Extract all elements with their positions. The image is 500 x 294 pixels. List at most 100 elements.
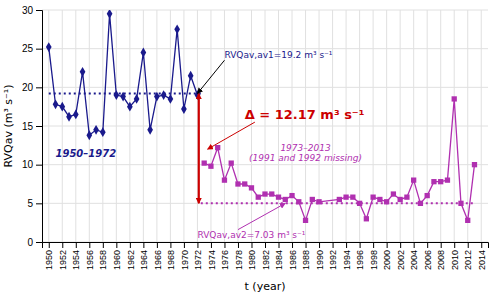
tick-label: 1980 [247, 250, 257, 270]
tick-label: 1994 [342, 250, 352, 270]
point [86, 130, 92, 140]
point [370, 195, 375, 200]
tick-mark [333, 242, 334, 248]
grid-line [467, 10, 468, 242]
point [458, 201, 463, 206]
tick: 1958 [98, 242, 108, 270]
tick-label: 5 [27, 198, 33, 209]
tick: 1976 [220, 242, 230, 270]
tick-label: 1952 [58, 250, 68, 270]
tick: 1956 [85, 242, 95, 270]
point [168, 94, 174, 104]
grid-line [319, 10, 320, 242]
tick-label: 25 [22, 43, 34, 54]
tick-mark [36, 10, 42, 11]
point [296, 199, 301, 204]
grid-line [359, 10, 360, 242]
tick-mark [265, 242, 266, 248]
tick-label: 2000 [382, 250, 392, 270]
grid-line [427, 10, 428, 242]
grid-line [400, 10, 401, 242]
tick: 2000 [382, 242, 392, 270]
annotations: RVQav,av1=19.2 m³ s⁻¹RVQav,av2=7.03 m³ s… [56, 50, 365, 240]
tick: 1974 [207, 242, 217, 270]
grid-line [237, 10, 238, 242]
grid-line [75, 10, 76, 242]
tick-label: 1990 [315, 250, 325, 270]
annotation: RVQav,av1=19.2 m³ s⁻¹ [224, 50, 332, 60]
tick-mark [373, 242, 374, 248]
tick-mark [62, 242, 63, 248]
annotation-arrow [197, 60, 224, 93]
point [337, 197, 342, 202]
tick-label: 1972 [193, 250, 203, 270]
tick: 0 [27, 237, 42, 248]
tick: 1994 [342, 242, 352, 270]
tick-mark [36, 203, 42, 204]
tick-label: 1964 [139, 250, 149, 270]
point [289, 193, 294, 198]
grid-line [386, 10, 387, 242]
tick-label: 1970 [180, 250, 190, 270]
tick: 1966 [153, 242, 163, 270]
tick-label: 1960 [112, 250, 122, 270]
grid-line [265, 10, 266, 242]
tick-mark [103, 242, 104, 248]
tick-mark [116, 242, 117, 248]
grid-line [454, 10, 455, 242]
point [161, 90, 167, 100]
tick-mark [468, 242, 469, 248]
tick-label: 1982 [261, 250, 271, 270]
point [208, 164, 213, 169]
tick-label: 2014 [477, 250, 487, 270]
tick-mark [143, 242, 144, 248]
point [465, 218, 470, 223]
tick: 1954 [71, 242, 81, 270]
grid-line [332, 10, 333, 242]
grid-line [62, 10, 63, 242]
point [181, 104, 187, 114]
tick-label: 30 [22, 5, 34, 16]
data-area [46, 10, 477, 223]
tick-mark [224, 242, 225, 248]
series-line [49, 14, 198, 135]
tick-label: 1998 [369, 250, 379, 270]
tick-mark [36, 165, 42, 166]
tick: 15 [22, 121, 42, 132]
tick-mark [197, 242, 198, 248]
grid-line [210, 10, 211, 242]
grid-line [413, 10, 414, 242]
grid [42, 10, 488, 242]
point [431, 179, 436, 184]
tick-mark [211, 242, 212, 248]
point [343, 195, 348, 200]
point [445, 177, 450, 182]
tick: 2010 [450, 242, 460, 270]
tick-label: 1958 [98, 250, 108, 270]
point [310, 197, 315, 202]
tick-mark [170, 242, 171, 248]
tick: 1970 [180, 242, 190, 270]
grid-line [156, 10, 157, 242]
point [438, 179, 443, 184]
point [472, 162, 477, 167]
tick-label: 1978 [234, 250, 244, 270]
grid-line [292, 10, 293, 242]
tick-mark [279, 242, 280, 248]
delta-arrow [198, 94, 200, 204]
point [404, 195, 409, 200]
grid-line [481, 10, 482, 242]
point [249, 185, 254, 190]
tick-mark [49, 242, 50, 248]
x-axis-title: t (year) [245, 280, 286, 293]
grid-line [143, 10, 144, 242]
tick: 1968 [166, 242, 176, 270]
chart: 1950195219541956195819601962196419661968… [0, 0, 500, 294]
tick-mark [251, 242, 252, 248]
tick-mark [36, 87, 42, 88]
point [398, 197, 403, 202]
tick-label: 2006 [423, 250, 433, 270]
point [188, 71, 194, 81]
tick-label: 10 [22, 159, 34, 170]
point [391, 191, 396, 196]
